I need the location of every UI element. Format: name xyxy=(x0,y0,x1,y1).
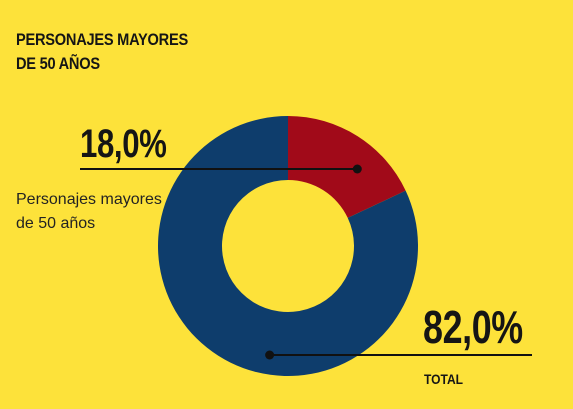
leader-line-total xyxy=(265,350,532,360)
donut-slices xyxy=(157,116,418,376)
category-label-total: TOTAL xyxy=(424,371,464,387)
data-label-mayores-50: 18,0% xyxy=(80,122,167,166)
chart-title-line-2: DE 50 AÑOS xyxy=(16,54,100,73)
category-label-mayores-50: Personajes mayores de 50 años xyxy=(16,191,162,232)
data-label-total: 82,0% xyxy=(423,301,523,353)
slice-mayores-50 xyxy=(288,116,406,218)
leader-lines xyxy=(80,164,532,360)
slice-total xyxy=(157,116,418,376)
leader-line-mayores-50 xyxy=(80,164,362,174)
chart-title: PERSONAJES MAYORES DE 50 AÑOS xyxy=(16,28,240,76)
chart-title-line-1: PERSONAJES MAYORES xyxy=(16,30,188,49)
